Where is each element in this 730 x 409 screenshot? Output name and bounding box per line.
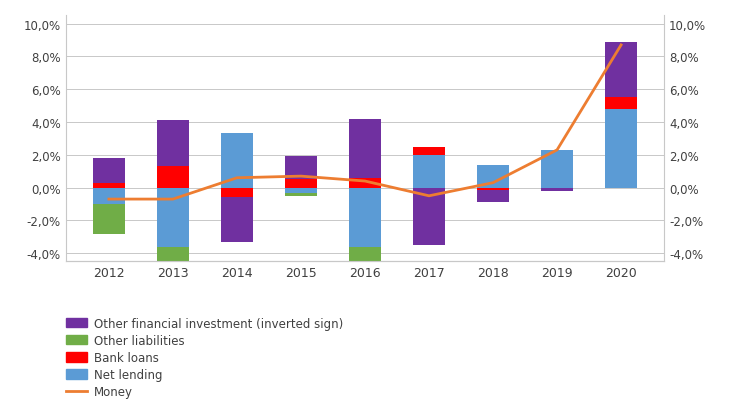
Bar <box>413 147 445 155</box>
Bar <box>93 188 125 204</box>
Bar <box>605 98 637 110</box>
Bar <box>477 188 509 191</box>
Bar <box>349 247 381 306</box>
Bar <box>605 43 637 98</box>
Bar <box>541 151 573 188</box>
Bar <box>93 183 125 188</box>
Bar <box>413 188 445 245</box>
Bar <box>349 188 381 247</box>
Bar <box>157 188 189 247</box>
Bar <box>285 180 317 188</box>
Bar <box>285 157 317 180</box>
Bar <box>221 134 253 188</box>
Bar <box>349 119 381 178</box>
Bar <box>221 188 253 198</box>
Legend: Other financial investment (inverted sign), Other liabilities, Bank loans, Net l: Other financial investment (inverted sig… <box>66 317 343 398</box>
Bar <box>285 193 317 196</box>
Bar <box>285 188 317 193</box>
Bar <box>221 198 253 242</box>
Bar <box>541 188 573 191</box>
Bar <box>349 178 381 188</box>
Bar <box>413 155 445 188</box>
Bar <box>93 204 125 234</box>
Bar <box>157 167 189 188</box>
Bar <box>157 247 189 306</box>
Bar <box>605 110 637 188</box>
Bar <box>157 121 189 167</box>
Bar <box>477 191 509 202</box>
Bar <box>93 159 125 183</box>
Bar <box>477 165 509 188</box>
